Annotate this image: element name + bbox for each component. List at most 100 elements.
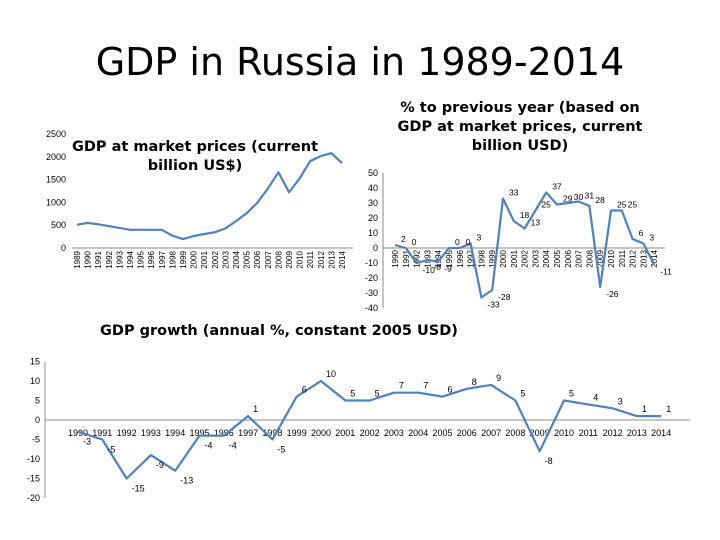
c3-data-label: 1 xyxy=(666,404,671,414)
c2-data-label: 25 xyxy=(628,200,638,210)
c2-x-tick: 2000 xyxy=(499,249,508,267)
c3-data-label: 6 xyxy=(448,385,453,395)
c3-x-tick: 1996 xyxy=(214,428,234,438)
c2-data-label: 37 xyxy=(552,182,562,192)
c3-y-tick: -10 xyxy=(27,454,40,464)
c1-x-tick: 2003 xyxy=(221,250,230,268)
c3-x-tick: 2010 xyxy=(554,428,574,438)
c3-data-label: 3 xyxy=(618,396,623,406)
c3-data-label: -3 xyxy=(83,437,91,447)
c3-x-tick: 2008 xyxy=(505,428,525,438)
c3-y-tick: 10 xyxy=(30,376,40,386)
c3-series-line xyxy=(77,379,662,480)
c3-data-label: 6 xyxy=(302,385,307,395)
c1-x-tick: 1995 xyxy=(137,250,146,268)
c1-x-tick: 2008 xyxy=(274,250,283,268)
c2-x-tick: 1997 xyxy=(467,249,476,267)
c2-x-tick: 2011 xyxy=(618,249,627,267)
c3-data-label: 5 xyxy=(375,389,380,399)
c3-data-label: 8 xyxy=(472,377,477,387)
c1-x-tick: 1999 xyxy=(179,250,188,268)
c2-data-label: 29 xyxy=(563,194,573,204)
c2-x-tick: 2014 xyxy=(650,249,659,267)
c2-x-tick: 2009 xyxy=(596,249,605,267)
c3-y-tick: -20 xyxy=(27,493,40,503)
c3-y-tick: -15 xyxy=(27,474,40,484)
c3-data-label: -13 xyxy=(180,476,193,486)
c3-x-tick: 1992 xyxy=(117,428,137,438)
c2-y-tick: 0 xyxy=(373,243,378,253)
c1-x-tick: 2007 xyxy=(264,250,273,268)
chart3-title: GDP growth (annual %, constant 2005 USD) xyxy=(100,323,458,339)
c2-y-tick: -10 xyxy=(365,258,378,268)
c3-x-tick: 2004 xyxy=(408,428,428,438)
c2-x-tick: 2004 xyxy=(542,249,551,267)
c2-data-label: 33 xyxy=(509,188,519,198)
c3-x-tick: 1999 xyxy=(287,428,307,438)
c3-x-tick: 1997 xyxy=(238,428,258,438)
c1-y-tick: 0 xyxy=(61,243,66,253)
c3-x-tick: 2013 xyxy=(627,428,647,438)
c1-y-tick: 2000 xyxy=(46,152,66,162)
c2-data-label: 0 xyxy=(412,237,417,247)
c2-x-tick: 2008 xyxy=(585,249,594,267)
c3-data-label: -4 xyxy=(229,441,237,451)
c1-x-tick: 1994 xyxy=(126,250,135,268)
c3-x-tick: 2009 xyxy=(530,428,550,438)
c2-x-tick: 1991 xyxy=(402,249,411,267)
c2-y-tick: -20 xyxy=(365,273,378,283)
c1-x-tick: 1989 xyxy=(73,250,82,268)
c3-x-tick: 1995 xyxy=(189,428,209,438)
c3-y-tick: -5 xyxy=(32,435,40,445)
c2-y-tick: 10 xyxy=(368,228,378,238)
c2-x-tick: 2012 xyxy=(629,249,638,267)
c2-x-tick: 2013 xyxy=(639,249,648,267)
c1-x-tick: 2005 xyxy=(243,250,252,268)
c2-data-label: -28 xyxy=(498,292,511,302)
c2-x-tick: 1996 xyxy=(456,249,465,267)
c2-data-label: 18 xyxy=(520,210,530,220)
c2-data-label: 13 xyxy=(531,218,541,228)
c3-data-label: -9 xyxy=(156,460,164,470)
c3-data-label: 5 xyxy=(350,389,355,399)
c3-x-tick: 2012 xyxy=(603,428,623,438)
c3-x-tick: 1994 xyxy=(165,428,185,438)
c2-data-label: 0 xyxy=(466,237,471,247)
c3-data-label: 4 xyxy=(593,392,598,402)
c2-x-tick: 2010 xyxy=(607,249,616,267)
c3-x-tick: 2002 xyxy=(360,428,380,438)
c2-y-tick: 40 xyxy=(368,183,378,193)
c2-data-label: -8 xyxy=(433,262,441,272)
c3-data-label: 7 xyxy=(399,381,404,391)
c1-x-tick: 2011 xyxy=(306,250,315,268)
c1-x-tick: 2010 xyxy=(296,250,305,268)
c2-y-tick: 20 xyxy=(368,213,378,223)
slide-title: GDP in Russia in 1989-2014 xyxy=(95,40,625,84)
c2-data-label: 30 xyxy=(574,192,584,202)
c2-data-label: 3 xyxy=(649,233,654,243)
chart2-title: % to previous year (based on GDP at mark… xyxy=(397,100,643,154)
c3-x-tick: 2014 xyxy=(651,428,671,438)
c2-y-tick: 30 xyxy=(368,198,378,208)
c3-y-tick: 0 xyxy=(35,415,40,425)
c2-y-tick: -40 xyxy=(365,303,378,313)
c3-x-tick: 1990 xyxy=(68,428,88,438)
c1-x-tick: 2009 xyxy=(285,250,294,268)
c2-x-tick: 2001 xyxy=(510,249,519,267)
c3-x-tick: 2007 xyxy=(481,428,501,438)
c1-x-tick: 2000 xyxy=(190,250,199,268)
c3-x-tick: 2011 xyxy=(579,428,598,438)
chart1-title: GDP at market prices (current billion US… xyxy=(71,139,319,174)
c3-data-label: 1 xyxy=(642,404,647,414)
c3-data-label: 1 xyxy=(253,404,258,414)
c3-data-label: -15 xyxy=(132,484,145,494)
c3-data-label: 7 xyxy=(423,381,428,391)
c2-x-tick: 1993 xyxy=(423,249,432,267)
c1-x-tick: 2002 xyxy=(211,250,220,268)
c3-x-tick: 1991 xyxy=(92,428,112,438)
c1-y-tick: 500 xyxy=(51,220,66,230)
c3-data-label: -5 xyxy=(107,445,115,455)
c2-y-tick: 50 xyxy=(368,168,378,178)
c1-x-tick: 2013 xyxy=(327,250,336,268)
c3-y-tick: 15 xyxy=(30,357,40,367)
